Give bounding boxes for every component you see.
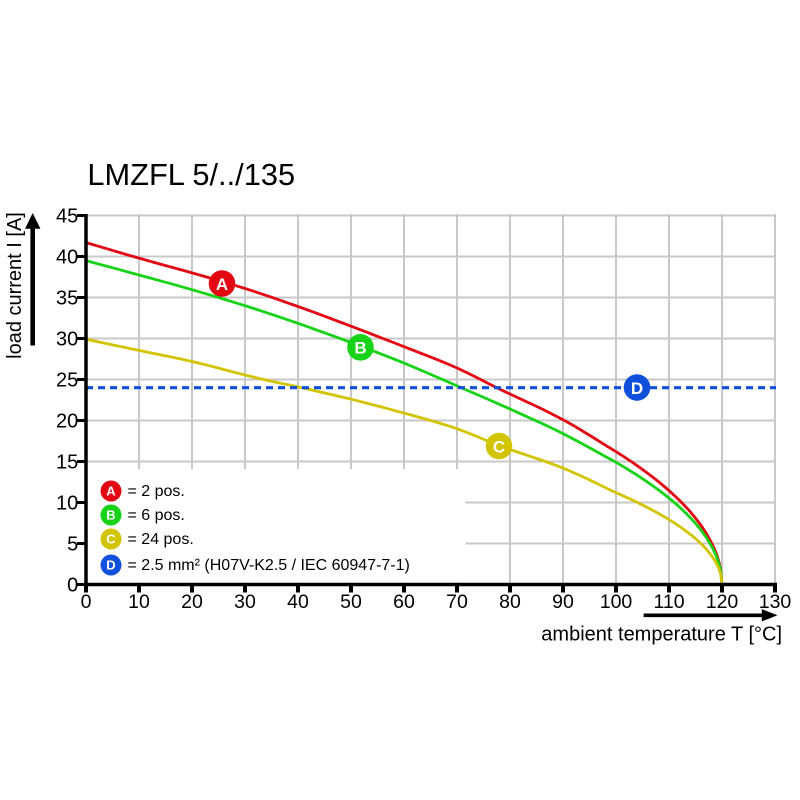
svg-text:LMZFL 5/../135: LMZFL 5/../135	[87, 157, 295, 192]
svg-text:0: 0	[67, 575, 78, 597]
svg-text:40: 40	[56, 247, 78, 269]
svg-text:= 6 pos.: = 6 pos.	[128, 507, 185, 524]
svg-text:0: 0	[81, 591, 92, 613]
svg-text:10: 10	[128, 591, 150, 613]
svg-text:D: D	[106, 558, 115, 573]
svg-text:20: 20	[56, 411, 78, 433]
svg-text:50: 50	[340, 591, 362, 613]
svg-text:B: B	[354, 339, 366, 358]
svg-text:70: 70	[446, 591, 468, 613]
svg-text:B: B	[106, 508, 115, 523]
svg-text:A: A	[216, 275, 228, 294]
svg-text:120: 120	[706, 591, 739, 613]
svg-text:110: 110	[653, 591, 684, 613]
svg-text:C: C	[106, 532, 116, 547]
svg-text:= 2 pos.: = 2 pos.	[128, 483, 185, 500]
svg-text:35: 35	[56, 288, 78, 310]
svg-text:A: A	[106, 484, 116, 499]
svg-text:130: 130	[759, 591, 792, 613]
svg-text:90: 90	[552, 591, 574, 613]
svg-text:10: 10	[56, 493, 78, 515]
svg-text:15: 15	[56, 452, 78, 474]
svg-text:ambient temperature T [°C]: ambient temperature T [°C]	[541, 624, 782, 646]
svg-text:5: 5	[67, 534, 78, 556]
svg-text:60: 60	[393, 591, 415, 613]
svg-text:D: D	[631, 379, 643, 398]
svg-text:45: 45	[56, 206, 78, 228]
svg-text:30: 30	[234, 591, 256, 613]
svg-text:20: 20	[181, 591, 203, 613]
svg-text:= 2.5 mm² (H07V-K2.5 / IEC 609: = 2.5 mm² (H07V-K2.5 / IEC 60947-7-1)	[128, 557, 410, 574]
svg-text:30: 30	[56, 329, 78, 351]
svg-text:= 24 pos.: = 24 pos.	[128, 531, 194, 548]
svg-text:25: 25	[56, 370, 78, 392]
svg-text:80: 80	[499, 591, 521, 613]
svg-text:40: 40	[287, 591, 309, 613]
svg-text:C: C	[493, 437, 505, 456]
svg-text:100: 100	[600, 591, 633, 613]
svg-text:load current I [A]: load current I [A]	[4, 212, 26, 359]
